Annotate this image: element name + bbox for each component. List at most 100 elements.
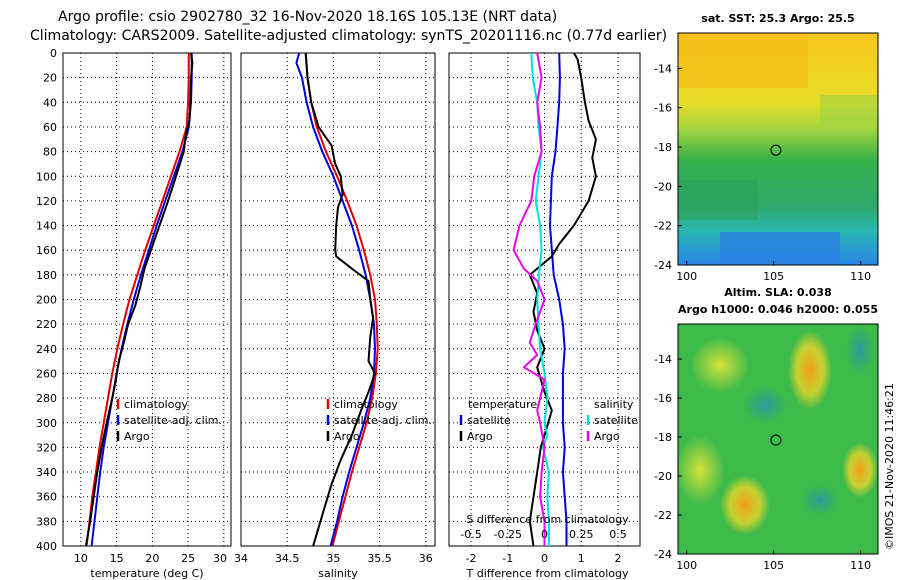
y-tick-label: 20 [43,72,57,85]
map-y-tick-label: -14 [654,62,672,75]
y-tick-label: 100 [36,170,57,183]
s-axis-label: S difference from climatology [466,513,629,526]
legend-label: climatology [334,398,398,411]
legend-label: climatology [124,398,188,411]
y-tick-label: 120 [36,195,57,208]
argo-location-marker [770,434,782,446]
series-line [549,52,568,546]
y-tick-label: 400 [36,540,57,553]
legend-label: Argo [124,430,150,443]
legend-label: satellite-adj. clim. [334,414,432,427]
x-tick-label: 1 [578,552,585,565]
x-axis-label: T difference from climatology [466,567,629,580]
map-x-tick-label: 110 [850,270,871,283]
y-tick-label: 340 [36,466,57,479]
s-tick-label: 0.25 [569,528,594,541]
x-tick-label: 10 [74,552,88,565]
plot-frame [62,52,232,547]
legend-label: satellite [467,414,511,427]
legend-label: Argo [594,430,620,443]
sla-blob [675,435,725,505]
map-frame [677,32,879,266]
y-tick-label: 380 [36,515,57,528]
y-tick-label: 140 [36,220,57,233]
y-tick-label: 260 [36,367,57,380]
sla-low-blob [846,325,874,375]
difference-panel: -2 -1 0 1 2 -0.5 -0.25 0 0.25 0.5 S difference fro… [448,52,641,580]
y-tick-label: 160 [36,244,57,257]
x-tick-label: 34.5 [275,552,300,565]
map-x-tick-label: 100 [676,270,697,283]
legend-title: salinity [594,398,634,411]
x-tick-label: 2 [614,552,621,565]
map-y-tick-label: -14 [654,353,672,366]
y-tick-label: 180 [36,269,57,282]
series-line [295,52,376,547]
legend-label: Argo [467,430,493,443]
sst-map-title: sat. SST: 25.3 Argo: 25.5 [701,12,854,25]
y-tick-label: 280 [36,392,57,405]
map-x-tick-label: 110 [850,559,871,572]
s-tick-label: -0.25 [494,528,522,541]
sst-patch [678,180,758,220]
map-y-tick-label: -16 [654,102,672,115]
y-tick-label: 80 [43,146,57,159]
x-tick-label: 30 [213,552,227,565]
map-y-tick-label: -18 [654,141,672,154]
x-tick-label: 20 [145,552,159,565]
series-line [85,53,190,547]
series-line [84,52,194,547]
map-y-tick-label: -16 [654,392,672,405]
map-y-tick-label: -24 [654,548,672,561]
x-tick-label: -2 [466,552,477,565]
y-tick-label: 0 [50,47,57,60]
y-tick-label: 300 [36,417,57,430]
sst-map: 100 105 110 -14 -16 -18 -20 -22 -24 [654,32,879,283]
sst-cool-patch [720,232,840,265]
sst-patch [820,95,878,125]
map-x-tick-label: 105 [763,270,784,283]
x-tick-label: 25 [181,552,195,565]
y-tick-label: 240 [36,343,57,356]
sla-map-subtitle: Argo h1000: 0.046 h2000: 0.055 [678,303,878,316]
sla-blob [690,337,750,393]
y-tick-label: 200 [36,294,57,307]
x-tick-label: 34 [234,552,248,565]
legend-title: temperature [468,398,537,411]
map-x-tick-label: 100 [676,559,697,572]
credit-text: ©IMOS 21-Nov-2020 11:46:21 [883,383,896,550]
sst-warm-patch [678,33,808,88]
map-y-tick-label: -20 [654,470,672,483]
x-axis-label: temperature (deg C) [90,567,203,580]
title-line-1: Argo profile: csio 2902780_32 16-Nov-202… [58,9,557,25]
salinity-panel: 34 34.5 35 35.5 36 salinity climatology satelli… [234,52,436,580]
x-axis-label: salinity [318,567,358,580]
legend-label: satellite-adj. clim. [124,414,222,427]
series-line [304,52,379,547]
temperature-panel: 10 15 20 25 30020406080100120140160180200220… [36,47,232,580]
x-tick-label: 36 [419,552,433,565]
argo-location-marker [770,144,782,156]
y-tick-label: 60 [43,121,57,134]
y-tick-label: 220 [36,318,57,331]
map-y-tick-label: -24 [654,259,672,272]
x-tick-label: 35 [326,552,340,565]
s-tick-label: -0.5 [460,528,481,541]
sla-low-blob [743,387,787,423]
x-tick-label: 35.5 [367,552,392,565]
map-x-tick-label: 105 [763,559,784,572]
map-y-tick-label: -22 [654,509,672,522]
sla-map-title: Altim. SLA: 0.038 [724,286,831,299]
sla-high-blob [788,330,832,410]
s-tick-label: 0 [541,528,548,541]
y-tick-label: 40 [43,96,57,109]
x-tick-label: 15 [110,552,124,565]
title-line-2: Climatology: CARS2009. Satellite-adjuste… [30,28,667,44]
map-y-tick-label: -22 [654,220,672,233]
sla-map: 100 105 110 -14 -16 -18 -20 -22 -24 [654,323,879,572]
x-tick-label: 0 [541,552,548,565]
legend-label: Argo [334,430,360,443]
series-line [304,52,376,547]
plot-frame [240,52,436,547]
